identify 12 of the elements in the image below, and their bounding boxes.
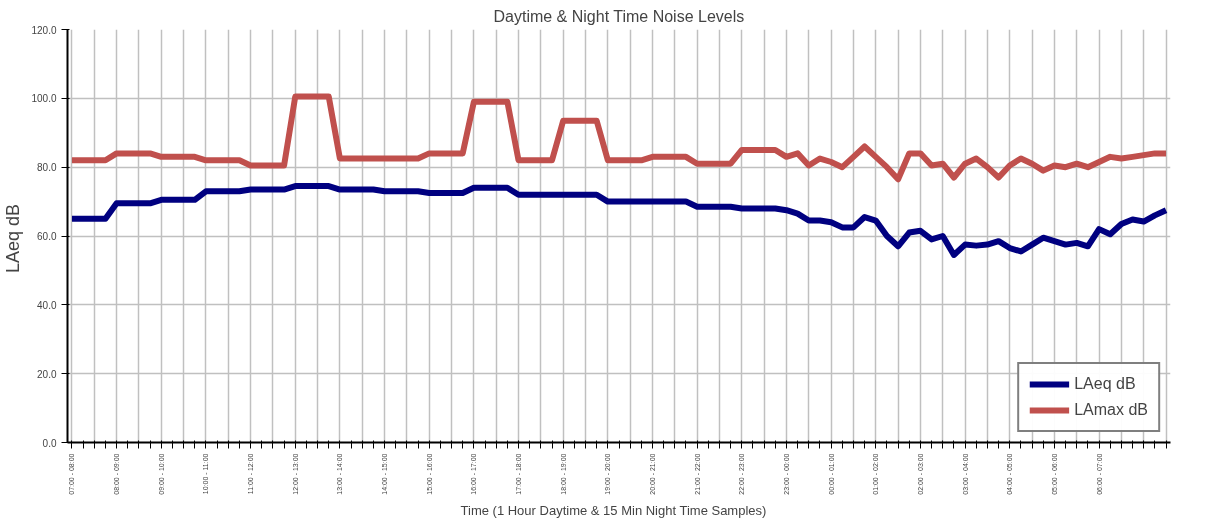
y-tick-label: 0.0 [42,437,57,449]
chart-title: Daytime & Night Time Noise Levels [493,7,745,25]
y-axis-title: LAeq dB [3,203,24,274]
x-axis-title: Time (1 Hour Daytime & 15 Min Night Time Samples) [460,502,767,518]
y-tick-label: 40.0 [37,299,57,311]
y-tick-label: 100.0 [31,93,57,105]
y-tick-label: 20.0 [37,368,57,380]
legend-label: LAeq dB [1074,375,1136,393]
y-tick-label: 60.0 [37,231,57,242]
y-tick-label: 120.0 [31,24,57,36]
legend-label: LAmax dB [1074,401,1148,419]
y-tick-label: 80.0 [37,162,57,174]
